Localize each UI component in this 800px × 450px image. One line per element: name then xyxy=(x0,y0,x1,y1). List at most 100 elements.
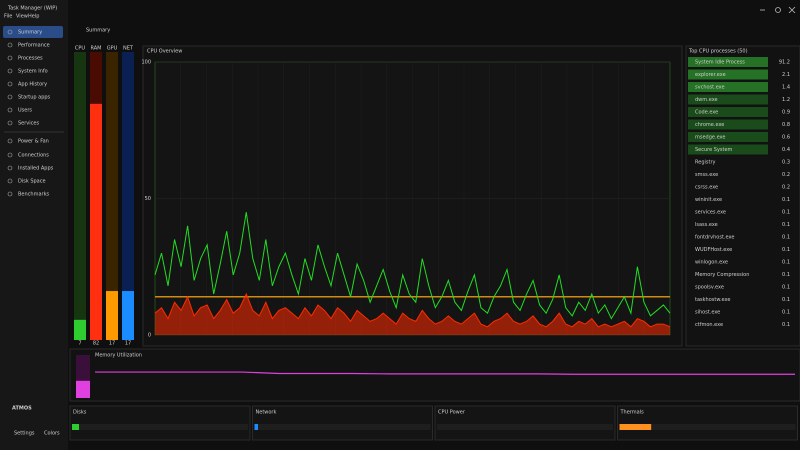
stat-fill xyxy=(619,424,652,430)
sidebar-item[interactable]: Installed Apps xyxy=(18,166,54,172)
process-cpu: 0.1 xyxy=(782,260,790,266)
menu-item[interactable]: File xyxy=(4,14,12,20)
gauge-value: 82 xyxy=(93,341,99,347)
sidebar-item[interactable]: Summary xyxy=(18,30,42,36)
gauge-track xyxy=(106,52,118,340)
process-name[interactable]: WUDFHost.exe xyxy=(695,247,732,253)
sidebar-item[interactable]: Users xyxy=(18,108,32,114)
logo: ATMOS xyxy=(12,406,32,412)
process-cpu: 0.1 xyxy=(782,272,790,278)
gauge-fill xyxy=(106,291,118,340)
process-name[interactable]: System Idle Process xyxy=(695,60,745,66)
stat-track xyxy=(437,424,613,430)
process-name[interactable]: svchost.exe xyxy=(695,85,725,91)
sidebar-footer[interactable]: Colors xyxy=(44,431,60,437)
gauge-fill xyxy=(90,103,102,340)
stat-title: Thermals xyxy=(620,410,645,416)
process-name[interactable]: smss.exe xyxy=(695,172,718,178)
gauge-fill xyxy=(122,291,134,340)
sidebar-icon xyxy=(7,138,13,144)
gauge-track xyxy=(74,52,86,340)
process-highlight xyxy=(688,82,768,92)
gauge-label: RAM xyxy=(90,46,101,52)
menu-item[interactable]: Help xyxy=(28,14,39,20)
stat-fill xyxy=(254,424,259,430)
process-name[interactable]: wininit.exe xyxy=(695,197,722,203)
memory-panel xyxy=(69,348,800,402)
window-controls[interactable] xyxy=(760,6,796,14)
gauge-label: CPU xyxy=(75,46,86,52)
cpu-line xyxy=(154,212,671,320)
process-name[interactable]: Registry xyxy=(695,160,716,166)
sidebar-icon xyxy=(7,81,13,87)
process-cpu: 0.1 xyxy=(782,247,790,253)
process-cpu: 0.9 xyxy=(782,110,790,116)
gauge-label: GPU xyxy=(107,46,118,52)
process-cpu: 0.1 xyxy=(782,197,790,203)
process-name[interactable]: fontdrvhost.exe xyxy=(695,235,734,241)
process-name[interactable]: sihost.exe xyxy=(695,310,720,316)
process-name[interactable]: chrome.exe xyxy=(695,122,724,128)
sidebar-item[interactable]: App History xyxy=(18,82,47,88)
process-name[interactable]: ctfmon.exe xyxy=(695,322,723,328)
stat-fill xyxy=(72,424,80,430)
process-cpu: 0.2 xyxy=(782,185,790,191)
stat-title: Network xyxy=(256,410,277,416)
sidebar-item[interactable]: Connections xyxy=(18,153,49,159)
process-name[interactable]: explorer.exe xyxy=(695,72,726,78)
window-title: Task Manager (WIP) xyxy=(7,6,57,12)
process-cpu: 0.1 xyxy=(782,210,790,216)
process-name[interactable]: Code.exe xyxy=(695,110,718,116)
sidebar-icon xyxy=(7,42,13,48)
process-name[interactable]: Memory Compression xyxy=(695,272,749,278)
process-name[interactable]: taskhostw.exe xyxy=(695,297,730,303)
sidebar-icon xyxy=(7,152,13,158)
process-name[interactable]: msedge.exe xyxy=(695,135,725,141)
sidebar-icon xyxy=(7,165,13,171)
process-highlight xyxy=(688,57,768,67)
page-title: Summary xyxy=(86,28,110,34)
sidebar-icon xyxy=(7,178,13,184)
sidebar-item[interactable]: Benchmarks xyxy=(18,192,49,198)
process-highlight xyxy=(688,144,768,155)
process-name[interactable]: csrss.exe xyxy=(695,185,718,191)
process-cpu: 91.2 xyxy=(779,60,790,66)
stat-panel xyxy=(69,405,251,441)
panel-title: Top CPU processes (50) xyxy=(688,49,748,55)
stat-title: Disks xyxy=(73,410,87,416)
process-cpu: 0.1 xyxy=(782,310,790,316)
stat-panel xyxy=(252,405,433,441)
sidebar-item[interactable]: System Info xyxy=(18,69,48,75)
process-cpu: 0.1 xyxy=(782,297,790,303)
y-tick-label: 50 xyxy=(145,196,151,202)
sidebar-item[interactable]: Startup apps xyxy=(18,95,51,101)
sidebar-item[interactable]: Processes xyxy=(18,56,43,62)
process-name[interactable]: Secure System xyxy=(695,147,733,153)
sidebar-item[interactable]: Services xyxy=(18,121,39,127)
sidebar-item[interactable]: Disk Space xyxy=(18,179,46,185)
process-cpu: 0.6 xyxy=(782,135,790,141)
sidebar-selected[interactable] xyxy=(3,26,63,38)
sidebar-icon xyxy=(7,120,13,126)
stat-title: CPU Power xyxy=(438,410,466,416)
process-name[interactable]: winlogon.exe xyxy=(695,260,728,266)
menu-item[interactable]: View xyxy=(16,14,28,20)
process-name[interactable]: spoolsv.exe xyxy=(695,285,724,291)
process-name[interactable]: dwm.exe xyxy=(695,97,718,103)
panel-title: Memory Utilization xyxy=(95,353,142,359)
process-cpu: 1.2 xyxy=(782,97,790,103)
sidebar-icon xyxy=(7,94,13,100)
memory-line xyxy=(95,371,795,375)
memory-fill xyxy=(76,380,90,398)
panel-title: CPU Overview xyxy=(147,49,182,55)
sidebar-icon xyxy=(7,29,13,35)
sidebar-item[interactable]: Power & Fan xyxy=(18,139,49,145)
cpu-line xyxy=(154,292,671,328)
sidebar-item[interactable]: Performance xyxy=(18,43,50,49)
process-name[interactable]: lsass.exe xyxy=(695,222,718,228)
process-name[interactable]: services.exe xyxy=(695,210,726,216)
process-cpu: 0.1 xyxy=(782,235,790,241)
sidebar-footer[interactable]: Settings xyxy=(14,431,35,437)
sidebar-icon xyxy=(7,191,13,197)
